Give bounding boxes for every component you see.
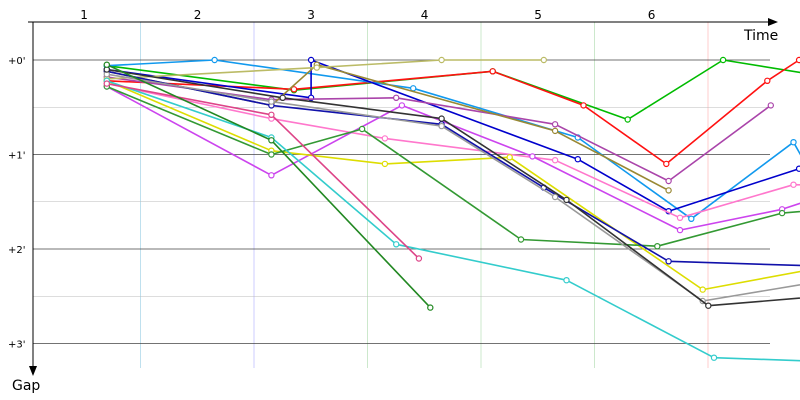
y-axis-arrow-icon: [29, 366, 37, 376]
data-point: [415, 255, 423, 262]
data-point: [427, 304, 434, 311]
data-point: [767, 102, 775, 109]
data-point: [268, 111, 275, 119]
data-point: [551, 121, 559, 128]
data-point: [719, 56, 727, 64]
series-14: [103, 66, 800, 309]
data-point: [580, 102, 587, 109]
data-point: [393, 241, 400, 248]
data-point: [665, 177, 672, 185]
data-point: [268, 151, 275, 158]
y-tick-label: +1': [8, 151, 26, 162]
series-line: [106, 68, 800, 307]
series-line: [106, 59, 800, 212]
data-point: [268, 172, 275, 179]
x-gridlines: [140, 22, 709, 368]
data-point: [764, 77, 771, 85]
data-point: [574, 155, 582, 163]
data-point: [268, 98, 275, 105]
series-15: [103, 77, 800, 362]
series-line: [106, 80, 800, 362]
series-lines: [103, 56, 800, 362]
x-tick-label: 3: [307, 8, 315, 22]
series-line: [106, 85, 800, 247]
series-line: [106, 73, 800, 302]
series-16: [103, 80, 423, 262]
x-tick-label: 1: [80, 8, 88, 22]
data-point: [790, 181, 797, 188]
data-point: [663, 160, 670, 168]
y-tick-label: +3': [8, 340, 26, 351]
data-point: [438, 56, 445, 64]
data-point: [551, 193, 559, 201]
data-point: [381, 135, 389, 142]
data-point: [710, 354, 718, 361]
data-point: [778, 209, 786, 217]
x-tick-label: 5: [534, 8, 542, 22]
data-point: [103, 61, 111, 68]
data-point: [313, 64, 320, 71]
data-point: [381, 160, 389, 168]
series-line: [106, 59, 544, 80]
series-12: [103, 68, 800, 267]
data-point: [540, 56, 548, 64]
data-point: [665, 258, 672, 265]
axes: Time Gap: [12, 18, 778, 394]
data-point: [307, 56, 315, 64]
series-line: [106, 76, 772, 182]
data-point: [393, 94, 400, 102]
data-point: [551, 127, 559, 135]
series-17: [103, 61, 434, 311]
x-tick-label: 2: [194, 8, 202, 22]
series-11: [103, 83, 800, 250]
data-point: [654, 242, 661, 250]
x-tick-label: 6: [648, 8, 656, 22]
data-point: [529, 153, 536, 160]
data-point: [290, 86, 298, 93]
data-point: [279, 94, 286, 102]
data-point: [506, 154, 513, 161]
data-point: [211, 56, 218, 64]
data-point: [410, 85, 417, 92]
data-point: [438, 122, 445, 130]
data-point: [398, 102, 406, 109]
data-point: [563, 277, 570, 284]
y-tick-label: +0': [8, 56, 26, 67]
x-axis-label: Time: [743, 28, 778, 44]
data-point: [103, 80, 111, 87]
x-tick-label: 4: [421, 8, 429, 22]
series-9: [103, 83, 800, 234]
data-point: [551, 156, 559, 164]
data-point: [688, 215, 695, 222]
data-point: [489, 68, 496, 75]
data-point: [705, 302, 712, 309]
data-point: [699, 286, 706, 293]
y-tick-labels: +0' +1' +2' +3': [8, 56, 26, 351]
data-point: [676, 214, 684, 221]
series-10: [103, 77, 800, 293]
data-point: [624, 116, 631, 123]
data-point: [795, 165, 800, 172]
data-point: [665, 187, 672, 194]
data-point: [517, 236, 525, 243]
y-axis-label: Gap: [12, 378, 40, 394]
series-line: [106, 70, 800, 267]
y-tick-label: +2': [8, 245, 26, 256]
x-tick-labels: 1 2 3 4 5 6: [80, 8, 655, 22]
data-point: [563, 196, 570, 204]
data-point: [790, 138, 797, 146]
data-point: [268, 137, 275, 144]
data-point: [358, 125, 366, 133]
series-4: [103, 56, 800, 215]
data-point: [438, 115, 445, 122]
y-gridlines: [33, 59, 770, 344]
series-line: [106, 59, 800, 121]
data-point: [676, 226, 684, 234]
x-axis-arrow-icon: [768, 18, 778, 26]
data-point: [795, 56, 800, 64]
